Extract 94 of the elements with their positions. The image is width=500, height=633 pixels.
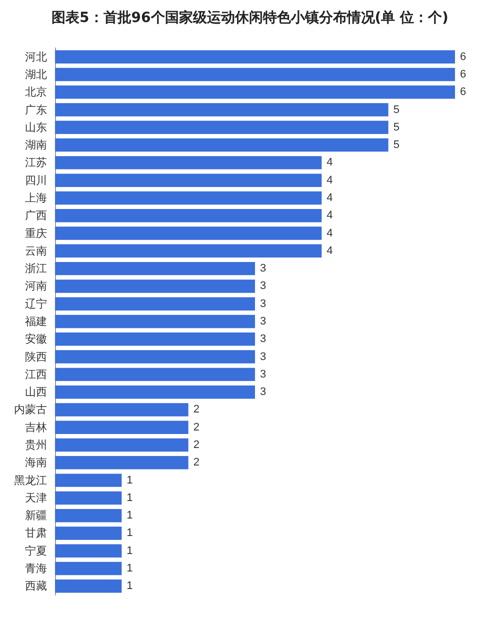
data-label: 3 xyxy=(260,368,266,380)
y-tick-label: 西藏 xyxy=(25,580,47,593)
y-tick-label: 上海 xyxy=(25,191,47,204)
data-label: 5 xyxy=(393,121,400,134)
bar xyxy=(55,280,255,293)
y-tick-label: 甘肃 xyxy=(25,526,47,540)
bar xyxy=(55,120,388,134)
y-tick-label: 湖南 xyxy=(25,138,47,152)
bar xyxy=(55,580,122,593)
data-label: 6 xyxy=(460,68,466,80)
data-label: 5 xyxy=(393,104,400,116)
y-tick-label: 辽宁 xyxy=(25,297,47,310)
y-tick-label: 江西 xyxy=(25,368,47,381)
bar xyxy=(55,420,188,434)
data-label: 1 xyxy=(126,492,133,504)
bar xyxy=(55,68,455,82)
bar xyxy=(55,174,322,187)
bar xyxy=(55,526,122,540)
bar xyxy=(55,262,255,276)
bar xyxy=(55,368,255,382)
y-tick-label: 海南 xyxy=(25,456,47,470)
chart-title: 图表5：首批96个国家级运动休闲特色小镇分布情况(单 位：个) xyxy=(52,9,448,26)
y-tick-label: 内蒙古 xyxy=(14,403,47,416)
data-label: 4 xyxy=(326,174,333,186)
bar xyxy=(55,474,122,487)
bar xyxy=(55,508,122,522)
data-label: 1 xyxy=(126,562,133,575)
data-label: 1 xyxy=(126,527,133,540)
data-label: 2 xyxy=(193,404,200,416)
y-tick-label: 广东 xyxy=(25,103,47,116)
bar xyxy=(55,456,188,470)
y-tick-label: 陕西 xyxy=(25,350,47,364)
data-label: 4 xyxy=(326,227,333,240)
data-label: 1 xyxy=(126,510,133,522)
data-label: 4 xyxy=(326,210,333,222)
y-tick-label: 安徽 xyxy=(25,332,47,346)
data-label: 2 xyxy=(193,421,200,434)
bar xyxy=(55,244,322,258)
data-label: 5 xyxy=(393,139,400,152)
data-label: 6 xyxy=(460,50,466,63)
data-label: 3 xyxy=(260,280,266,292)
data-label: 3 xyxy=(260,333,266,346)
bar xyxy=(55,491,122,505)
data-label: 6 xyxy=(460,86,466,98)
y-tick-label: 山东 xyxy=(25,120,47,134)
y-tick-label: 河南 xyxy=(25,280,47,293)
data-label: 1 xyxy=(126,580,133,592)
y-tick-label: 广西 xyxy=(25,209,47,222)
y-tick-label: 浙江 xyxy=(25,262,47,276)
y-tick-label: 福建 xyxy=(25,315,47,328)
y-tick-label: 新疆 xyxy=(25,509,47,522)
data-label: 4 xyxy=(326,192,333,204)
data-label: 4 xyxy=(326,156,333,169)
y-tick-label: 北京 xyxy=(25,86,47,99)
data-label: 3 xyxy=(260,298,266,310)
bar xyxy=(55,385,255,399)
y-tick-label: 河北 xyxy=(25,50,47,64)
y-tick-label: 云南 xyxy=(25,244,47,258)
bar xyxy=(55,314,255,328)
bar xyxy=(55,544,122,558)
bar xyxy=(55,50,455,64)
data-label: 1 xyxy=(126,474,133,486)
y-tick-label: 贵州 xyxy=(25,438,47,452)
bar xyxy=(55,138,388,152)
y-tick-label: 天津 xyxy=(25,491,47,504)
data-label: 3 xyxy=(260,350,266,363)
data-label: 3 xyxy=(260,262,266,275)
y-tick-label: 湖北 xyxy=(25,68,47,81)
data-label: 1 xyxy=(126,544,133,557)
bar xyxy=(55,209,322,222)
bar xyxy=(55,226,322,240)
y-tick-label: 宁夏 xyxy=(25,544,47,558)
data-label: 3 xyxy=(260,386,266,398)
y-tick-label: 重庆 xyxy=(25,226,47,240)
y-tick-label: 山西 xyxy=(25,386,47,399)
bar xyxy=(55,332,255,346)
data-label: 4 xyxy=(326,244,333,257)
bar xyxy=(55,403,188,416)
y-tick-label: 吉林 xyxy=(25,420,47,434)
bar xyxy=(55,350,255,364)
y-tick-label: 江苏 xyxy=(25,156,47,170)
bar xyxy=(55,85,455,99)
bar xyxy=(55,297,255,310)
bar xyxy=(55,156,322,170)
bar xyxy=(55,103,388,116)
data-label: 2 xyxy=(193,439,200,452)
bar xyxy=(55,562,122,576)
y-tick-label: 青海 xyxy=(25,562,47,576)
data-label: 3 xyxy=(260,316,266,328)
y-tick-label: 黑龙江 xyxy=(14,474,47,487)
y-tick-label: 四川 xyxy=(25,174,47,187)
bar xyxy=(55,438,188,452)
data-label: 2 xyxy=(193,456,200,469)
bar xyxy=(55,191,322,205)
